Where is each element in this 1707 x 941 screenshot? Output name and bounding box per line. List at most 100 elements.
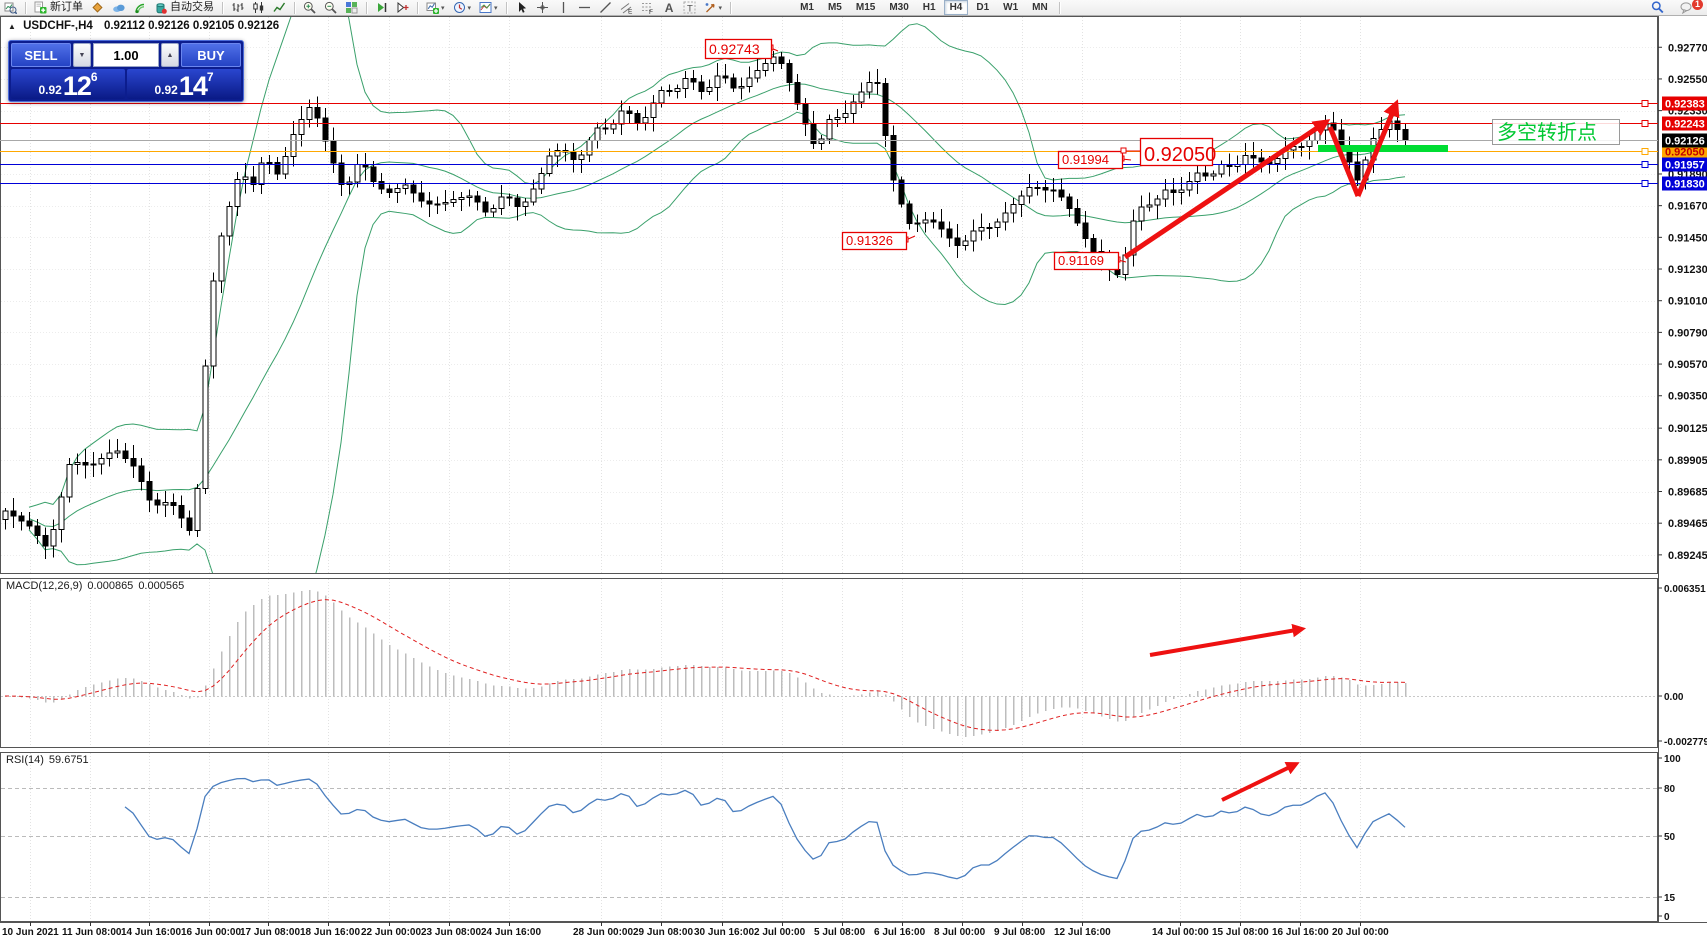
- step-forward-icon: [375, 1, 388, 14]
- timeframe-H1[interactable]: H1: [922, 2, 936, 13]
- rsi-trend-arrow[interactable]: [1221, 762, 1300, 802]
- periods-menu-button[interactable]: ▾: [449, 0, 476, 15]
- svg-text:0.91994: 0.91994: [1062, 152, 1109, 167]
- timeframe-M30[interactable]: M30: [889, 2, 909, 13]
- crosshair-tool-button[interactable]: [532, 0, 553, 15]
- search-button[interactable]: [1647, 0, 1668, 15]
- macd-trend-arrow[interactable]: [1149, 623, 1307, 657]
- timeframe-H4[interactable]: H4: [943, 0, 969, 15]
- tile-windows-button[interactable]: [341, 0, 362, 15]
- svg-text:0.00: 0.00: [1664, 692, 1684, 703]
- mql5-community-icon: [112, 1, 125, 14]
- svg-text:0.92050: 0.92050: [1665, 147, 1705, 159]
- step-forward-button[interactable]: [371, 0, 392, 15]
- fibonacci-tool-button[interactable]: F: [637, 0, 658, 15]
- toolbar-separator: [366, 1, 367, 14]
- one-click-trading-panel: SELL ▼ 1.00 ▲ BUY 0.92 12 6 0.92 14 7: [8, 40, 244, 102]
- svg-text:14 Jun 16:00: 14 Jun 16:00: [121, 927, 181, 938]
- sell-button[interactable]: SELL: [11, 43, 71, 67]
- macd-histogram: [12, 590, 1407, 737]
- horizontal-line-tool-button[interactable]: [574, 0, 595, 15]
- equidistant-channel-tool-button[interactable]: E: [616, 0, 637, 15]
- note-box[interactable]: 多空转折点: [1492, 119, 1620, 145]
- autotrading-icon: [154, 1, 167, 14]
- timeframe-MN[interactable]: MN: [1032, 2, 1048, 13]
- equidistant-channel-tool-icon: E: [620, 1, 633, 14]
- chevron-down-icon: ▾: [467, 4, 472, 12]
- mql5-community-button[interactable]: [108, 0, 129, 15]
- cursor-tool-button[interactable]: [511, 0, 532, 15]
- grid: [1, 17, 1657, 921]
- text-label-tool-button[interactable]: T: [679, 0, 700, 15]
- arrows-tool-button[interactable]: ▾: [700, 0, 727, 15]
- market-gold-button[interactable]: [87, 0, 108, 15]
- svg-text:0.90350: 0.90350: [1668, 391, 1707, 403]
- time-axis[interactable]: 10 Jun 2021 11 Jun 08:00 14 Jun 16:00 16 Ju…: [2, 922, 1389, 938]
- macd-value-signal: 0.000565: [138, 580, 185, 592]
- svg-text:5 Jul 08:00: 5 Jul 08:00: [814, 927, 866, 938]
- vertical-line-tool-icon: [557, 1, 570, 14]
- svg-text:15: 15: [1664, 893, 1676, 904]
- templates-menu-button[interactable]: ▾: [475, 0, 502, 15]
- svg-text:14 Jul 00:00: 14 Jul 00:00: [1152, 927, 1209, 938]
- svg-text:80: 80: [1664, 784, 1676, 795]
- line-chart-mode-button[interactable]: [269, 0, 290, 15]
- timeframe-D1[interactable]: D1: [976, 2, 990, 13]
- svg-text:0.89465: 0.89465: [1668, 518, 1707, 530]
- svg-text:0.90125: 0.90125: [1668, 423, 1707, 435]
- candlestick-mode-button[interactable]: [248, 0, 269, 15]
- volume-increase-button[interactable]: ▲: [161, 43, 179, 67]
- svg-text:0.92743: 0.92743: [709, 41, 760, 57]
- trendline-tool-button[interactable]: [595, 0, 616, 15]
- svg-text:0.92126: 0.92126: [1665, 136, 1705, 148]
- timeframe-M1[interactable]: M1: [800, 2, 814, 13]
- svg-text:0.89685: 0.89685: [1668, 487, 1707, 499]
- notifications-button[interactable]: 1: [1676, 0, 1703, 15]
- svg-text:0.89905: 0.89905: [1668, 455, 1707, 467]
- svg-text:0.91326: 0.91326: [846, 233, 893, 248]
- price-annotations[interactable]: 0.92743 0.91994 0.92050 0.91326 0.91169: [704, 38, 1217, 271]
- svg-text:0.90570: 0.90570: [1668, 359, 1707, 371]
- tile-windows-icon: [345, 1, 358, 14]
- svg-text:0.92550: 0.92550: [1668, 74, 1707, 86]
- new-order-button[interactable]: 新订单: [30, 0, 87, 15]
- new-chart-button[interactable]: ▾: [422, 0, 449, 15]
- price-axis[interactable]: 0.927700.925500.923300.918900.916700.914…: [1658, 42, 1707, 562]
- step-forward-add-button[interactable]: [392, 0, 413, 15]
- text-tool-button[interactable]: A: [658, 0, 679, 15]
- timeframe-W1[interactable]: W1: [1003, 2, 1019, 13]
- zoom-out-icon: [324, 1, 337, 14]
- svg-text:T: T: [687, 3, 693, 14]
- timeframe-M5[interactable]: M5: [827, 2, 842, 13]
- vertical-line-tool-button[interactable]: [553, 0, 574, 15]
- svg-text:11 Jun 08:00: 11 Jun 08:00: [62, 927, 122, 938]
- autotrading-button[interactable]: 自动交易: [150, 0, 218, 15]
- market-watch-button[interactable]: [0, 0, 21, 15]
- new-chart-icon: [426, 1, 439, 14]
- zoom-in-button[interactable]: [299, 0, 320, 15]
- svg-text:20 Jul 00:00: 20 Jul 00:00: [1332, 927, 1389, 938]
- svg-text:0.89245: 0.89245: [1668, 550, 1707, 562]
- sell-price-base: 0.92: [38, 83, 62, 97]
- buy-price-big: 14: [178, 71, 208, 101]
- svg-text:8 Jul 00:00: 8 Jul 00:00: [934, 927, 986, 938]
- zoom-out-button[interactable]: [320, 0, 341, 15]
- line-chart-mode-icon: [273, 1, 286, 14]
- volume-decrease-button[interactable]: ▼: [73, 43, 91, 67]
- buy-price[interactable]: 0.92 14 7: [127, 69, 241, 101]
- chevron-down-icon: ▾: [494, 4, 498, 12]
- new-order-label: 新订单: [50, 1, 83, 13]
- sell-price-big: 12: [62, 71, 92, 101]
- signals-button[interactable]: [129, 0, 150, 15]
- svg-text:16 Jul 16:00: 16 Jul 16:00: [1272, 927, 1329, 938]
- bar-chart-mode-button[interactable]: [227, 0, 248, 15]
- buy-button[interactable]: BUY: [181, 43, 241, 67]
- collapse-panel-arrow[interactable]: ▲: [8, 22, 16, 31]
- timeframe-M15[interactable]: M15: [855, 2, 876, 13]
- trend-arrows[interactable]: [1123, 99, 1400, 260]
- volume-input[interactable]: 1.00: [93, 43, 159, 67]
- horizontal-line-tool-icon: [578, 1, 591, 14]
- macd-name: MACD(12,26,9): [6, 580, 83, 592]
- sell-price[interactable]: 0.92 12 6: [11, 69, 125, 101]
